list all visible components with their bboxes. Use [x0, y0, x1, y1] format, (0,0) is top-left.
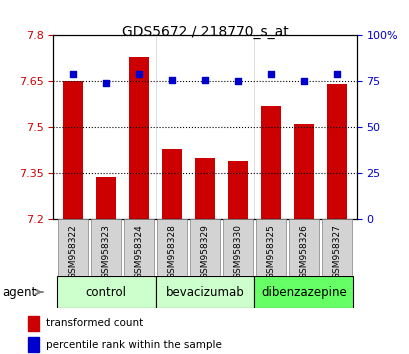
Text: GSM958329: GSM958329 [200, 224, 209, 279]
Point [70, 71, 76, 77]
Text: bevacizumab: bevacizumab [165, 286, 244, 298]
FancyBboxPatch shape [56, 276, 155, 308]
Bar [326, 85, 346, 219]
Text: GSM958328: GSM958328 [167, 224, 176, 279]
FancyBboxPatch shape [155, 276, 254, 308]
Text: percentile rank within the sample: percentile rank within the sample [46, 339, 222, 350]
FancyBboxPatch shape [254, 276, 353, 308]
Text: agent: agent [3, 286, 43, 298]
Bar [261, 106, 280, 219]
Text: GSM958323: GSM958323 [101, 224, 110, 279]
Bar [293, 124, 313, 219]
Text: GSM958322: GSM958322 [68, 224, 77, 279]
FancyBboxPatch shape [124, 219, 153, 276]
Point [234, 79, 240, 84]
Text: transformed count: transformed count [46, 318, 143, 329]
FancyBboxPatch shape [190, 219, 219, 276]
Text: dibenzazepine: dibenzazepine [261, 286, 346, 298]
Bar [129, 57, 148, 219]
FancyBboxPatch shape [58, 219, 88, 276]
Bar [28, 337, 39, 352]
FancyBboxPatch shape [256, 219, 285, 276]
FancyBboxPatch shape [91, 219, 121, 276]
Text: GSM958325: GSM958325 [266, 224, 275, 279]
Bar [96, 177, 116, 219]
Text: GSM958326: GSM958326 [299, 224, 308, 279]
Point [135, 71, 142, 77]
Bar [28, 316, 39, 331]
Point [300, 79, 306, 84]
Point [103, 80, 109, 86]
Point [201, 77, 208, 82]
FancyBboxPatch shape [288, 219, 318, 276]
Bar [227, 161, 247, 219]
FancyBboxPatch shape [321, 219, 351, 276]
Bar [63, 81, 83, 219]
Text: GDS5672 / 218770_s_at: GDS5672 / 218770_s_at [121, 25, 288, 39]
FancyBboxPatch shape [222, 219, 252, 276]
Text: GSM958330: GSM958330 [233, 224, 242, 279]
Text: GSM958327: GSM958327 [332, 224, 341, 279]
Bar [195, 158, 214, 219]
FancyBboxPatch shape [157, 219, 187, 276]
Bar [162, 149, 182, 219]
Point [267, 71, 274, 77]
Point [333, 71, 339, 77]
Text: GSM958324: GSM958324 [134, 224, 143, 279]
Text: control: control [85, 286, 126, 298]
Point [169, 77, 175, 82]
